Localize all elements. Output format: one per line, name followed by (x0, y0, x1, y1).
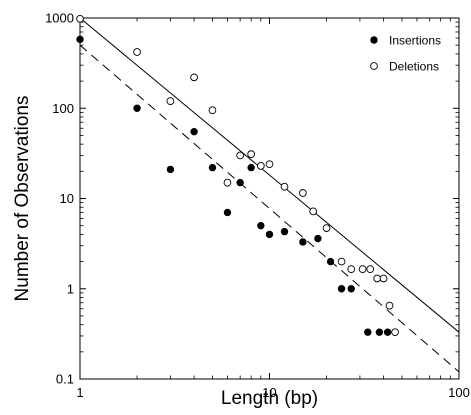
deletions-point (247, 150, 255, 159)
deletions-point (166, 97, 175, 105)
deletions-point (358, 265, 367, 273)
legend: Insertions Deletions (370, 33, 441, 73)
fit-line-dashed (80, 44, 459, 373)
y-tick-label: 10 (60, 191, 74, 206)
insertions-point (223, 208, 232, 217)
y-axis-title: Number of Observations (12, 96, 33, 302)
insertions-point (208, 163, 217, 172)
deletions-point (256, 162, 265, 170)
insertions-point (236, 178, 244, 187)
deletions-point (190, 73, 198, 82)
insertions-point (347, 285, 355, 293)
x-tick-label: 100 (448, 385, 470, 400)
deletions-point (265, 160, 274, 169)
insertions-point (314, 234, 322, 243)
legend-marker-insertions (370, 36, 378, 44)
deletions-point (208, 106, 217, 115)
deletions-point (337, 257, 346, 266)
insertions-point (337, 285, 346, 293)
x-axis-title: Length (bp) (221, 388, 318, 409)
deletions-point (299, 189, 307, 197)
insertions-point (76, 35, 84, 44)
y-tick-label: 1000 (45, 11, 74, 26)
insertions-point (364, 328, 372, 336)
insertions-point (133, 104, 141, 112)
deletions-point (373, 274, 382, 283)
x-tick-label: 1 (76, 385, 83, 400)
legend-label-insertions: Insertions (389, 33, 441, 47)
insertions-point (280, 227, 289, 236)
fit-line-solid (80, 18, 459, 333)
deletions-point (223, 178, 232, 187)
deletions-point (385, 301, 394, 310)
insertions-point (257, 221, 265, 230)
deletions-point (236, 151, 244, 160)
axis-ticks (79, 17, 460, 380)
deletions-point (280, 182, 289, 191)
insertions-point (265, 230, 274, 239)
deletions-point (379, 274, 388, 283)
deletions-point (322, 224, 331, 232)
deletions-point (76, 14, 84, 23)
x-tick-label: 10 (262, 385, 276, 400)
deletions-point (309, 207, 318, 216)
insertions-point (326, 257, 335, 266)
insertions-point (375, 328, 384, 336)
deletions-point (347, 265, 356, 273)
insertions-point (166, 165, 175, 174)
y-tick-label: 100 (52, 101, 74, 116)
data-points (76, 14, 399, 337)
insertions-point (383, 328, 392, 336)
deletions-point (366, 265, 375, 273)
legend-label-deletions: Deletions (389, 59, 439, 73)
insertions-point (299, 238, 307, 246)
fit-lines (80, 18, 459, 373)
insertions-point (247, 163, 255, 172)
legend-marker-deletions (370, 62, 378, 70)
deletions-point (391, 328, 399, 337)
y-tick-label: 0.1 (56, 372, 74, 387)
deletions-point (133, 48, 141, 56)
y-tick-label: 1 (67, 281, 74, 296)
insertions-point (190, 127, 198, 136)
